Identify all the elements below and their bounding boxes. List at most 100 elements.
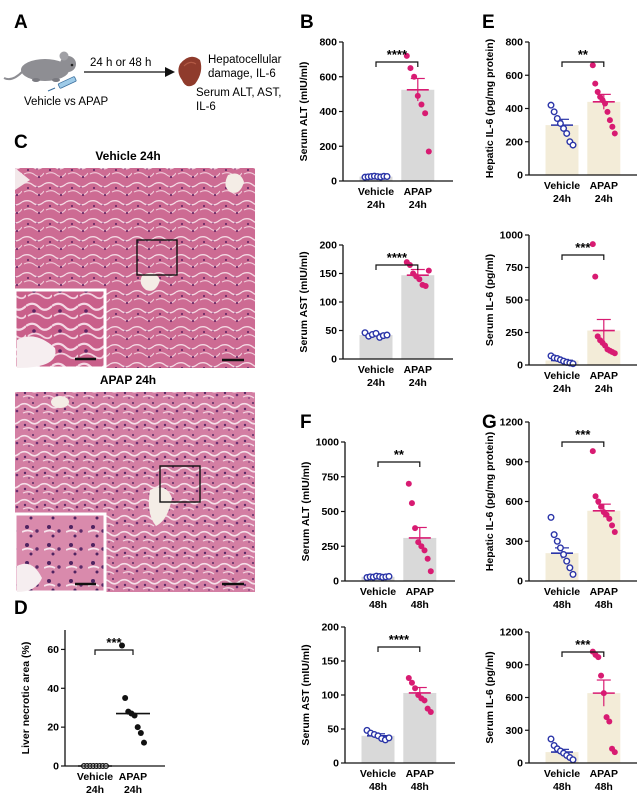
significance-bracket <box>377 461 421 467</box>
data-point-apap <box>122 695 129 701</box>
significance-bracket <box>561 254 605 260</box>
data-point-apap <box>609 123 616 130</box>
x-category-sublabel: 24h <box>595 193 613 205</box>
data-point-vehicle <box>550 108 558 116</box>
data-point-vehicle <box>383 172 391 180</box>
data-point-apap <box>414 92 421 99</box>
x-category-label: APAP <box>404 364 432 376</box>
data-point-vehicle <box>556 544 564 552</box>
panel-label-c: C <box>14 132 28 153</box>
y-tick-label: 0 <box>517 170 523 182</box>
mouse-icon <box>3 51 76 82</box>
data-point-apap <box>119 642 125 649</box>
x-category-label: APAP <box>406 586 434 598</box>
syringe-icon <box>47 76 77 92</box>
data-point-apap <box>418 543 425 550</box>
data-point-apap <box>403 52 410 59</box>
y-tick-label: 400 <box>505 103 523 115</box>
data-point-apap <box>416 276 423 283</box>
time-label: 24 h or 48 h <box>90 57 151 69</box>
data-point-apap <box>408 679 415 686</box>
y-tick-label: 60 <box>47 644 59 656</box>
data-point-vehicle <box>553 114 561 122</box>
data-point-apap <box>589 62 596 69</box>
y-axis-label: Serum IL-6 (pg/ml) <box>484 651 496 743</box>
y-tick-label: 300 <box>505 725 523 737</box>
bar-apap <box>401 89 435 181</box>
x-category-sublabel: 48h <box>553 781 571 793</box>
panel-label: B <box>300 12 314 33</box>
significance-bracket <box>375 61 419 67</box>
y-tick-label: 0 <box>517 576 523 588</box>
arrow-head-icon <box>165 67 175 77</box>
y-axis-label: Serum ALT (mIU/ml) <box>298 62 310 162</box>
significance-bracket <box>375 264 419 270</box>
data-point-apap <box>611 350 618 357</box>
significance-label: *** <box>106 635 122 650</box>
panel-c: C Vehicle 24h APAP 24h <box>13 132 255 594</box>
y-tick-label: 200 <box>319 141 337 153</box>
data-point-vehicle <box>563 129 571 137</box>
x-category-sublabel: 24h <box>124 784 142 796</box>
data-point-vehicle <box>547 735 555 743</box>
data-point-vehicle <box>563 557 571 565</box>
y-tick-label: 50 <box>325 325 337 337</box>
significance-bracket <box>561 61 605 67</box>
data-point-apap <box>606 718 613 725</box>
data-point-apap <box>424 555 431 562</box>
significance-bracket <box>561 441 605 447</box>
data-point-apap <box>415 539 422 546</box>
x-category-sublabel: 24h <box>553 193 571 205</box>
x-category-label: Vehicle <box>544 586 580 598</box>
data-point-apap <box>425 267 432 274</box>
data-point-apap <box>427 568 434 575</box>
y-axis-label: Serum ALT (mIU/ml) <box>300 462 312 562</box>
x-category-label: Vehicle <box>77 771 113 783</box>
y-tick-label: 600 <box>505 70 523 82</box>
data-point-apap <box>411 73 418 80</box>
data-point-apap <box>407 65 414 72</box>
histology-image-vehicle <box>13 168 255 370</box>
data-point-apap <box>412 525 419 532</box>
data-point-apap <box>606 515 613 522</box>
data-point-apap <box>606 117 613 124</box>
y-tick-label: 500 <box>321 506 339 518</box>
x-category-sublabel: 48h <box>369 781 387 793</box>
y-tick-label: 50 <box>327 724 339 736</box>
y-tick-label: 0 <box>331 176 337 188</box>
data-point-apap <box>598 672 605 679</box>
y-tick-label: 0 <box>333 758 339 770</box>
data-point-apap <box>421 547 428 554</box>
data-point-vehicle <box>569 360 577 368</box>
significance-label: ** <box>578 47 589 62</box>
bar-vehicle <box>545 125 579 175</box>
data-point-apap <box>422 283 429 290</box>
outcome-line-3: Serum ALT, AST, <box>196 87 281 99</box>
x-category-sublabel: 24h <box>409 199 427 211</box>
data-point-apap <box>611 749 618 756</box>
data-point-vehicle <box>560 551 568 559</box>
data-point-apap <box>427 709 434 715</box>
x-category-label: APAP <box>119 771 147 783</box>
panel-label: D <box>14 598 28 619</box>
x-category-sublabel: 24h <box>86 784 104 796</box>
data-point-vehicle <box>547 513 555 521</box>
data-point-vehicle <box>553 537 561 545</box>
x-category-label: Vehicle <box>360 586 396 598</box>
y-tick-label: 400 <box>319 106 337 118</box>
data-point-vehicle <box>385 734 393 742</box>
data-point-apap <box>405 480 412 487</box>
y-axis-label: Hepatic IL-6 (pg/mg protein) <box>484 432 496 571</box>
y-tick-label: 750 <box>321 471 339 483</box>
data-point-vehicle <box>560 124 568 132</box>
data-point-apap <box>408 500 415 507</box>
x-category-sublabel: 48h <box>411 781 429 793</box>
significance-label: *** <box>575 637 591 652</box>
data-point-apap <box>137 729 144 736</box>
data-point-apap <box>592 273 599 280</box>
x-category-label: APAP <box>404 186 432 198</box>
